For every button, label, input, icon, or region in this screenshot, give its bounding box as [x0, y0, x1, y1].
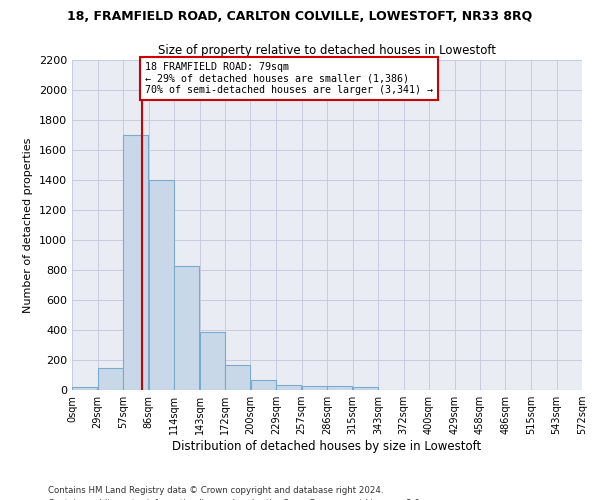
Bar [353, 387, 378, 390]
Bar [149, 180, 174, 390]
Bar [174, 266, 199, 390]
Bar [302, 386, 327, 390]
Bar [98, 368, 123, 390]
Y-axis label: Number of detached properties: Number of detached properties [23, 138, 34, 312]
X-axis label: Distribution of detached houses by size in Lowestoft: Distribution of detached houses by size … [172, 440, 482, 453]
Text: 18, FRAMFIELD ROAD, CARLTON COLVILLE, LOWESTOFT, NR33 8RQ: 18, FRAMFIELD ROAD, CARLTON COLVILLE, LO… [67, 10, 533, 23]
Text: Contains HM Land Registry data © Crown copyright and database right 2024.: Contains HM Land Registry data © Crown c… [48, 486, 383, 495]
Bar [72, 387, 97, 390]
Bar [276, 385, 301, 390]
Text: Contains public sector information licensed under the Open Government Licence v3: Contains public sector information licen… [48, 498, 422, 500]
Text: 18 FRAMFIELD ROAD: 79sqm
← 29% of detached houses are smaller (1,386)
70% of sem: 18 FRAMFIELD ROAD: 79sqm ← 29% of detach… [145, 62, 433, 96]
Bar [123, 135, 148, 390]
Bar [225, 365, 250, 390]
Bar [251, 380, 276, 390]
Bar [327, 386, 352, 390]
Title: Size of property relative to detached houses in Lowestoft: Size of property relative to detached ho… [158, 44, 496, 58]
Bar [200, 332, 225, 390]
